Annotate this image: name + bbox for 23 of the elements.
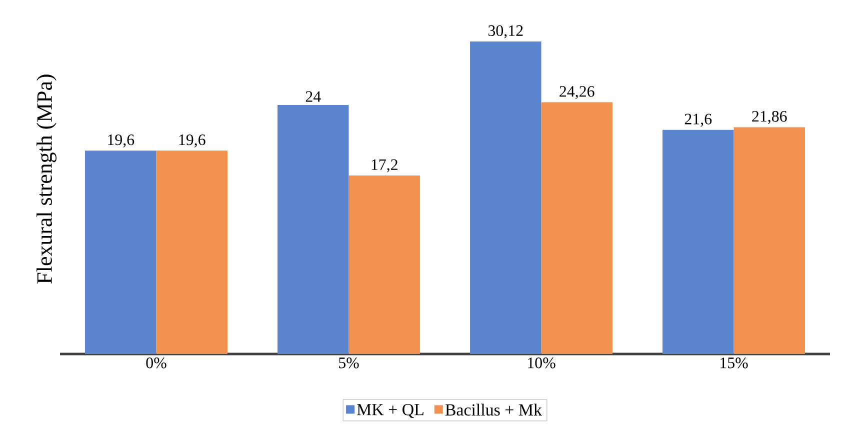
y-axis-title: Flexural strength (MPa)	[36, 74, 56, 284]
bar	[278, 104, 349, 354]
bar	[541, 102, 612, 354]
bar	[470, 41, 542, 354]
data-label: 19,6	[179, 134, 206, 148]
bar	[734, 127, 805, 354]
x-tick-label: 0%	[146, 358, 166, 368]
data-label: 21,86	[752, 110, 787, 124]
data-label: 19,6	[108, 134, 134, 148]
x-tick-label: 5%	[339, 358, 359, 368]
x-tick-label: 15%	[720, 358, 748, 368]
data-label: 17,2	[372, 159, 398, 172]
bar	[85, 150, 156, 354]
data-label: 24,26	[560, 86, 594, 100]
bar	[156, 150, 228, 354]
legend-label: MK + QL	[357, 404, 424, 418]
bar	[348, 176, 420, 354]
bar	[662, 130, 734, 354]
x-tick-label: 10%	[528, 358, 556, 368]
data-label: 24	[306, 91, 321, 102]
data-label: 21,6	[684, 114, 712, 127]
data-label: 30,12	[488, 25, 523, 38]
legend-label: Bacillus + Mk	[445, 404, 542, 416]
